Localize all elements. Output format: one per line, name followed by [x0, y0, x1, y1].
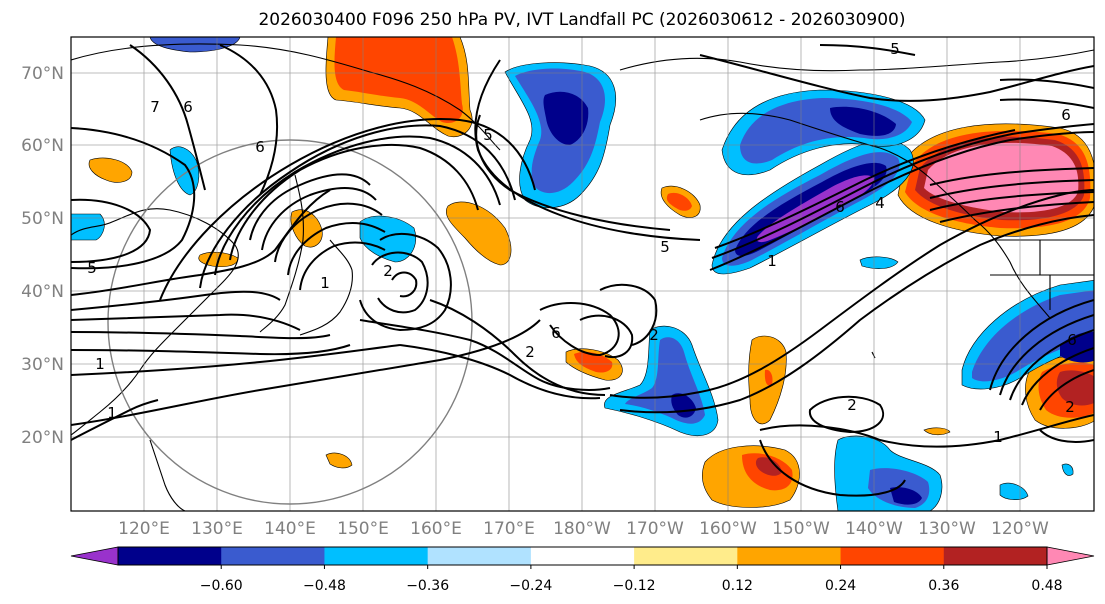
contour-label: 1: [95, 355, 105, 373]
contour-label: 1: [320, 274, 330, 292]
colorbar-segment: [427, 547, 532, 565]
latitude-labels: 70°N 60°N 50°N 40°N 30°N 20°N: [21, 64, 64, 448]
colorbar-segment: [634, 547, 738, 565]
pv-contours: [71, 44, 1094, 497]
lon-label: 160°W: [699, 519, 757, 539]
colorbar-segment: [530, 547, 635, 565]
colorbar-segment: [221, 547, 325, 565]
colorbar-tick-label: 0.36: [928, 578, 959, 594]
colorbar: −0.60 −0.48 −0.36 −0.24 −0.12 0.12 0.24 0.36 0.4…: [70, 546, 1095, 594]
colorbar-tick-label: −0.36: [406, 578, 449, 594]
lon-label: 150°W: [772, 519, 830, 539]
lon-label: 140°W: [845, 519, 903, 539]
colorbar-tick-label: −0.24: [509, 578, 552, 594]
lon-label: 140°E: [264, 519, 316, 539]
colorbar-segment: [737, 547, 842, 565]
colorbar-segments: [118, 547, 1048, 565]
lon-label: 170°W: [626, 519, 684, 539]
contour-label: 4: [875, 194, 885, 212]
contour-label: 1: [993, 428, 1003, 446]
contour-labels: 5 6 7 6 5 5 6 5 1 1 2 2 2 1 6 6 4 1 2 1 …: [87, 40, 1077, 446]
lat-label: 30°N: [21, 355, 64, 375]
coastlines: [71, 43, 1094, 511]
longitude-labels: 120°E 130°E 140°E 150°E 160°E 170°E 180°…: [118, 519, 1049, 539]
contour-label: 7: [150, 98, 160, 116]
landfall-radius-circle: [107, 139, 473, 505]
colorbar-segment: [118, 547, 222, 565]
contour-label: 6: [835, 198, 845, 216]
lon-label: 130°E: [191, 519, 243, 539]
figure-title: 2026030400 F096 250 hPa PV, IVT Landfall…: [258, 10, 905, 30]
colorbar-extend-right: [1046, 546, 1095, 566]
contour-label: 2: [649, 326, 659, 344]
contour-label: 2: [1065, 398, 1075, 416]
contour-label: 1: [767, 252, 777, 270]
map-panel: [71, 37, 1094, 511]
lat-label: 20°N: [21, 428, 64, 448]
lat-label: 70°N: [21, 64, 64, 84]
lat-label: 60°N: [21, 136, 64, 156]
contour-label: 2: [525, 343, 535, 361]
lat-label: 50°N: [21, 209, 64, 229]
lon-label: 160°E: [410, 519, 462, 539]
contour-label: 6: [255, 138, 265, 156]
map-frame: [70, 36, 1095, 512]
colorbar-segment: [943, 547, 1048, 565]
lon-label: 120°E: [118, 519, 170, 539]
contour-label: 5: [890, 40, 900, 58]
colorbar-tick-label: −0.48: [303, 578, 346, 594]
contour-label: 6: [1067, 331, 1077, 349]
contour-label: 1: [107, 404, 117, 422]
colorbar-frame: [117, 546, 1048, 566]
lon-label: 120°W: [991, 519, 1049, 539]
colorbar-segment: [324, 547, 429, 565]
contour-label: 5: [483, 126, 493, 144]
contour-label: 2: [383, 262, 393, 280]
colorbar-tick-label: 0.48: [1031, 578, 1062, 594]
colorbar-segment: [840, 547, 945, 565]
contour-label: 6: [1061, 106, 1071, 124]
lat-label: 40°N: [21, 282, 64, 302]
contour-label: 6: [551, 324, 561, 342]
contour-label: 5: [87, 259, 97, 277]
contour-label: 5: [660, 238, 670, 256]
lon-label: 180°W: [553, 519, 611, 539]
contour-label: 6: [183, 98, 193, 116]
colorbar-tick-label: 0.24: [825, 578, 856, 594]
colorbar-tick-label: 0.12: [722, 578, 753, 594]
lon-label: 130°W: [918, 519, 976, 539]
colorbar-ticks: −0.60 −0.48 −0.36 −0.24 −0.12 0.12 0.24 0.36 0.4…: [200, 565, 1063, 594]
colorbar-tick-label: −0.12: [613, 578, 656, 594]
contour-label: 2: [847, 396, 857, 414]
colorbar-extend-left: [70, 546, 119, 566]
lon-label: 170°E: [483, 519, 535, 539]
lon-label: 150°E: [337, 519, 389, 539]
colorbar-tick-label: −0.60: [200, 578, 243, 594]
